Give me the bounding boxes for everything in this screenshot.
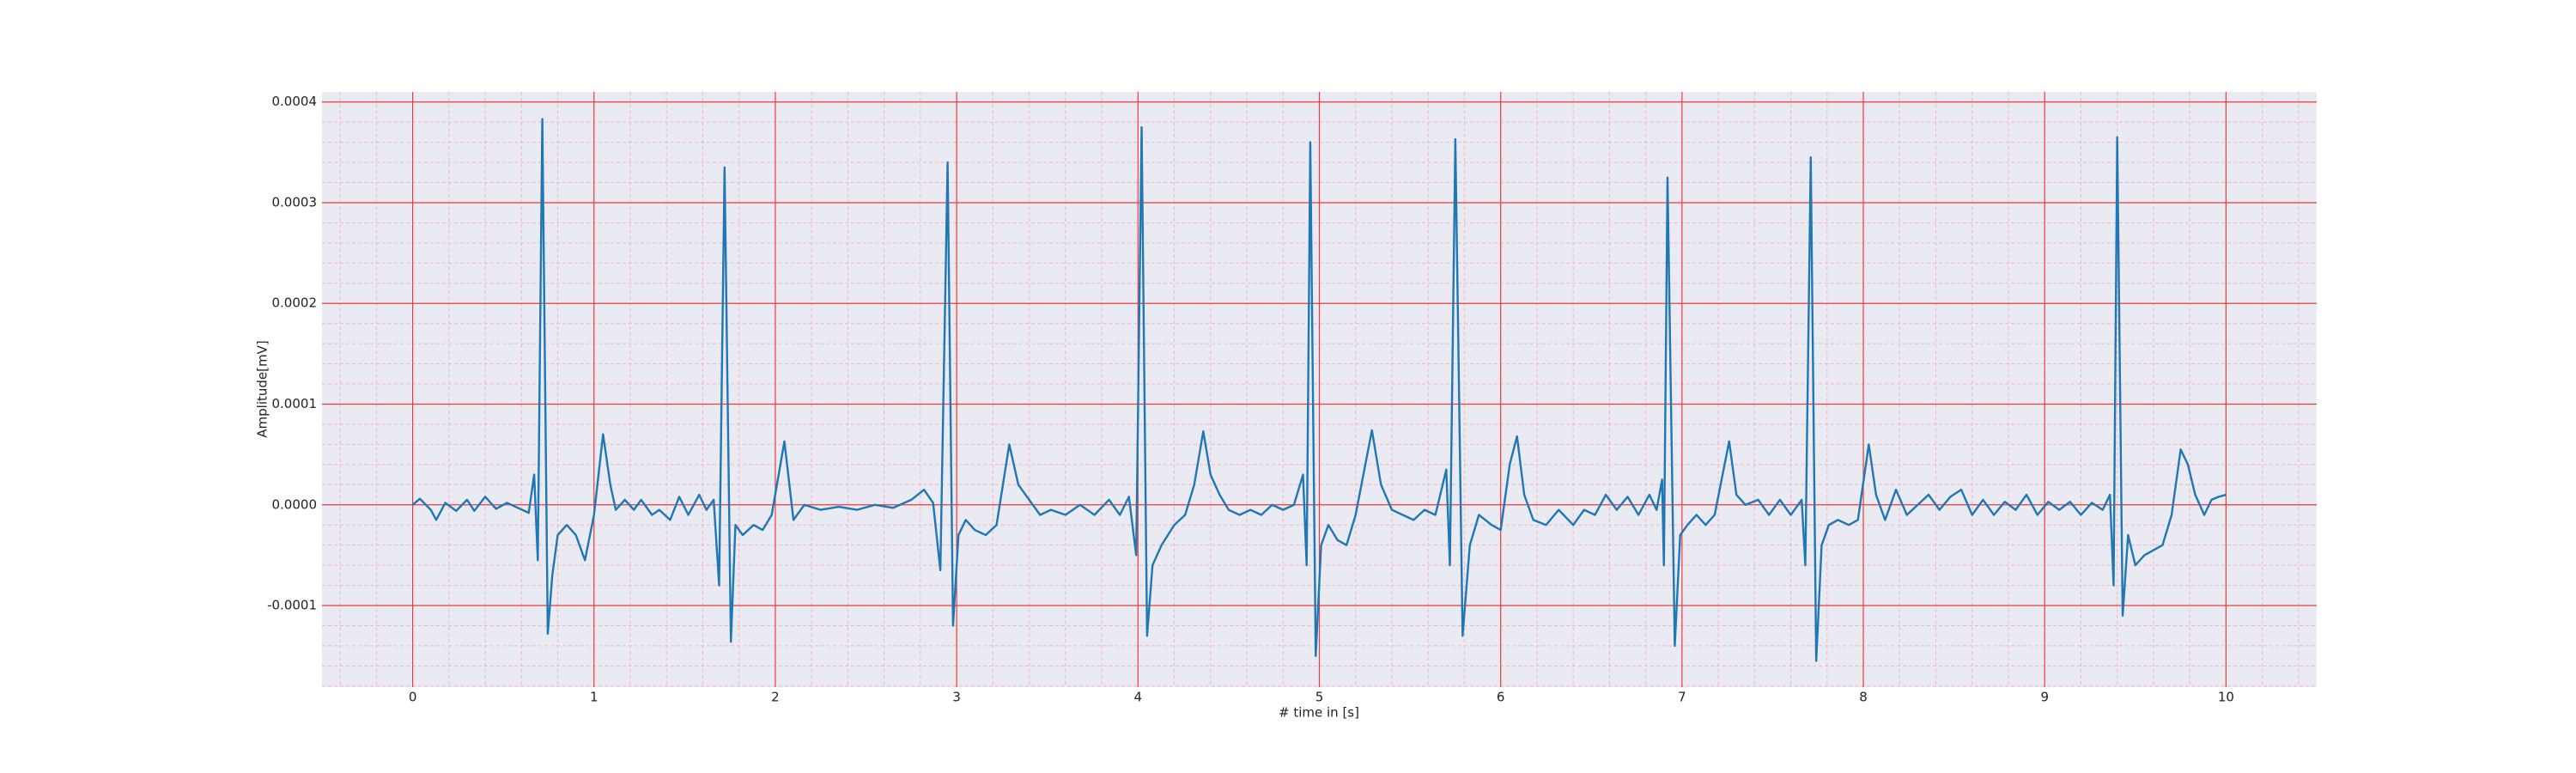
y-tick-label: 0.0001 <box>272 396 318 411</box>
y-tick-label: 0.0000 <box>272 496 318 512</box>
x-tick-label: 8 <box>1859 690 1868 705</box>
y-axis-label: Amplitude[mV] <box>255 340 270 437</box>
x-tick-label: 3 <box>952 690 961 705</box>
x-tick-label: 4 <box>1134 690 1143 705</box>
plot-area <box>322 92 2317 687</box>
x-tick-label: 0 <box>409 690 417 705</box>
x-tick-label: 6 <box>1497 690 1505 705</box>
x-axis-label: # time in [s] <box>1279 705 1359 721</box>
y-tick-label: 0.0003 <box>272 194 318 210</box>
x-tick-label: 1 <box>590 690 598 705</box>
y-tick-label: 0.0004 <box>272 94 318 109</box>
y-tick-label: -0.0001 <box>267 598 317 613</box>
ecg-line <box>411 118 2227 662</box>
x-tick-label: 7 <box>1678 690 1686 705</box>
y-tick-label: 0.0002 <box>272 295 318 311</box>
x-tick-label: 2 <box>771 690 780 705</box>
x-tick-label: 9 <box>2040 690 2049 705</box>
x-tick-label: 5 <box>1315 690 1324 705</box>
x-tick-label: 10 <box>2218 690 2234 705</box>
